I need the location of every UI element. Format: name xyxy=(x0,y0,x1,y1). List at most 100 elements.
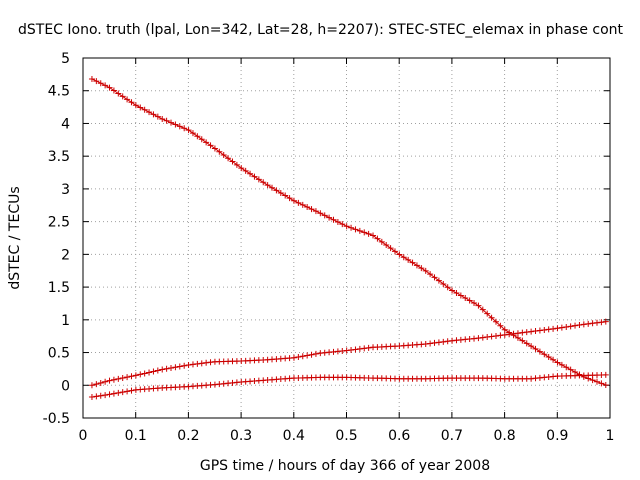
data-point-marker xyxy=(321,212,328,219)
series-group xyxy=(88,75,609,401)
data-point-marker xyxy=(343,223,350,230)
data-point-marker xyxy=(207,142,214,149)
x-tick-label: 0.5 xyxy=(335,428,357,444)
data-point-marker xyxy=(541,326,548,333)
data-point-marker xyxy=(181,125,188,132)
y-tick-label: 2 xyxy=(61,247,70,263)
data-point-marker xyxy=(119,389,126,396)
data-point-marker xyxy=(115,375,122,382)
data-point-marker xyxy=(124,374,131,381)
data-point-marker xyxy=(295,199,302,206)
data-point-marker xyxy=(370,232,377,239)
data-point-marker xyxy=(326,214,333,221)
data-point-marker xyxy=(519,337,526,344)
data-point-marker xyxy=(247,170,254,177)
data-point-marker xyxy=(475,335,482,342)
data-point-marker xyxy=(225,155,232,162)
data-point-marker xyxy=(110,87,117,94)
y-tick-label: 0.5 xyxy=(48,346,70,362)
y-tick-label: -0.5 xyxy=(43,411,70,427)
data-point-marker xyxy=(339,221,346,228)
data-point-marker xyxy=(189,130,196,137)
data-point-marker xyxy=(132,102,139,109)
data-point-marker xyxy=(106,377,113,384)
data-point-marker xyxy=(558,324,565,331)
x-tick-label: 0.7 xyxy=(441,428,463,444)
data-point-marker xyxy=(444,338,451,345)
data-point-marker xyxy=(484,334,491,341)
data-point-marker xyxy=(475,302,482,309)
data-point-marker xyxy=(251,173,258,180)
data-point-marker xyxy=(532,345,539,352)
data-point-marker xyxy=(427,271,434,278)
data-series-2 xyxy=(88,318,609,389)
data-point-marker xyxy=(106,84,113,91)
data-point-marker xyxy=(567,323,574,330)
y-tick-label: 0 xyxy=(61,378,70,394)
data-point-marker xyxy=(185,127,192,134)
data-point-marker xyxy=(93,381,100,388)
data-point-marker xyxy=(203,139,210,146)
data-point-marker xyxy=(128,99,135,106)
data-point-marker xyxy=(396,251,403,258)
data-point-marker xyxy=(497,332,504,339)
data-point-marker xyxy=(290,197,297,204)
data-point-marker xyxy=(141,370,148,377)
data-point-marker xyxy=(563,364,570,371)
x-tick-label: 0 xyxy=(79,428,88,444)
x-tick-label: 0.6 xyxy=(388,428,410,444)
data-point-marker xyxy=(589,320,596,327)
data-point-marker xyxy=(510,330,517,337)
data-point-marker xyxy=(88,382,95,389)
data-point-marker xyxy=(238,165,245,172)
data-point-marker xyxy=(304,203,311,210)
data-point-marker xyxy=(501,331,508,338)
grid xyxy=(83,58,610,418)
data-point-marker xyxy=(576,322,583,329)
data-point-marker xyxy=(198,136,205,143)
data-point-marker xyxy=(431,274,438,281)
data-point-marker xyxy=(172,121,179,128)
data-point-marker xyxy=(598,319,605,326)
data-point-marker xyxy=(97,392,104,399)
data-point-marker xyxy=(106,391,113,398)
data-point-marker xyxy=(545,326,552,333)
data-point-marker xyxy=(330,216,337,223)
data-point-marker xyxy=(189,361,196,368)
data-point-marker xyxy=(93,78,100,85)
data-point-marker xyxy=(255,176,262,183)
data-point-marker xyxy=(361,345,368,352)
data-point-marker xyxy=(137,371,144,378)
data-point-marker xyxy=(422,267,429,274)
data-point-marker xyxy=(413,262,420,269)
chart-title: dSTEC Iono. truth (lpal, Lon=342, Lat=28… xyxy=(18,22,624,38)
data-point-marker xyxy=(387,245,394,252)
data-point-marker xyxy=(352,226,359,233)
data-point-marker xyxy=(146,369,153,376)
x-axis-label: GPS time / hours of day 366 of year 2008 xyxy=(200,458,490,474)
data-point-marker xyxy=(159,115,166,122)
data-point-marker xyxy=(119,93,126,100)
y-tick-label: 1.5 xyxy=(48,280,70,296)
data-point-marker xyxy=(594,378,601,385)
data-point-marker xyxy=(159,366,166,373)
data-point-marker xyxy=(295,353,302,360)
data-point-marker xyxy=(299,353,306,360)
data-point-marker xyxy=(163,117,170,124)
data-point-marker xyxy=(479,334,486,341)
data-point-marker xyxy=(194,360,201,367)
data-point-marker xyxy=(585,320,592,327)
y-tick-label: 3.5 xyxy=(48,149,70,165)
data-point-marker xyxy=(317,210,324,217)
data-point-marker xyxy=(150,368,157,375)
data-point-marker xyxy=(457,292,464,299)
data-point-marker xyxy=(124,96,131,103)
data-point-marker xyxy=(418,265,425,272)
data-point-marker xyxy=(150,111,157,118)
data-point-marker xyxy=(422,341,429,348)
data-point-marker xyxy=(211,145,218,152)
y-tick-label: 2.5 xyxy=(48,215,70,231)
data-point-marker xyxy=(427,340,434,347)
data-point-marker xyxy=(374,235,381,242)
data-point-marker xyxy=(466,297,473,304)
